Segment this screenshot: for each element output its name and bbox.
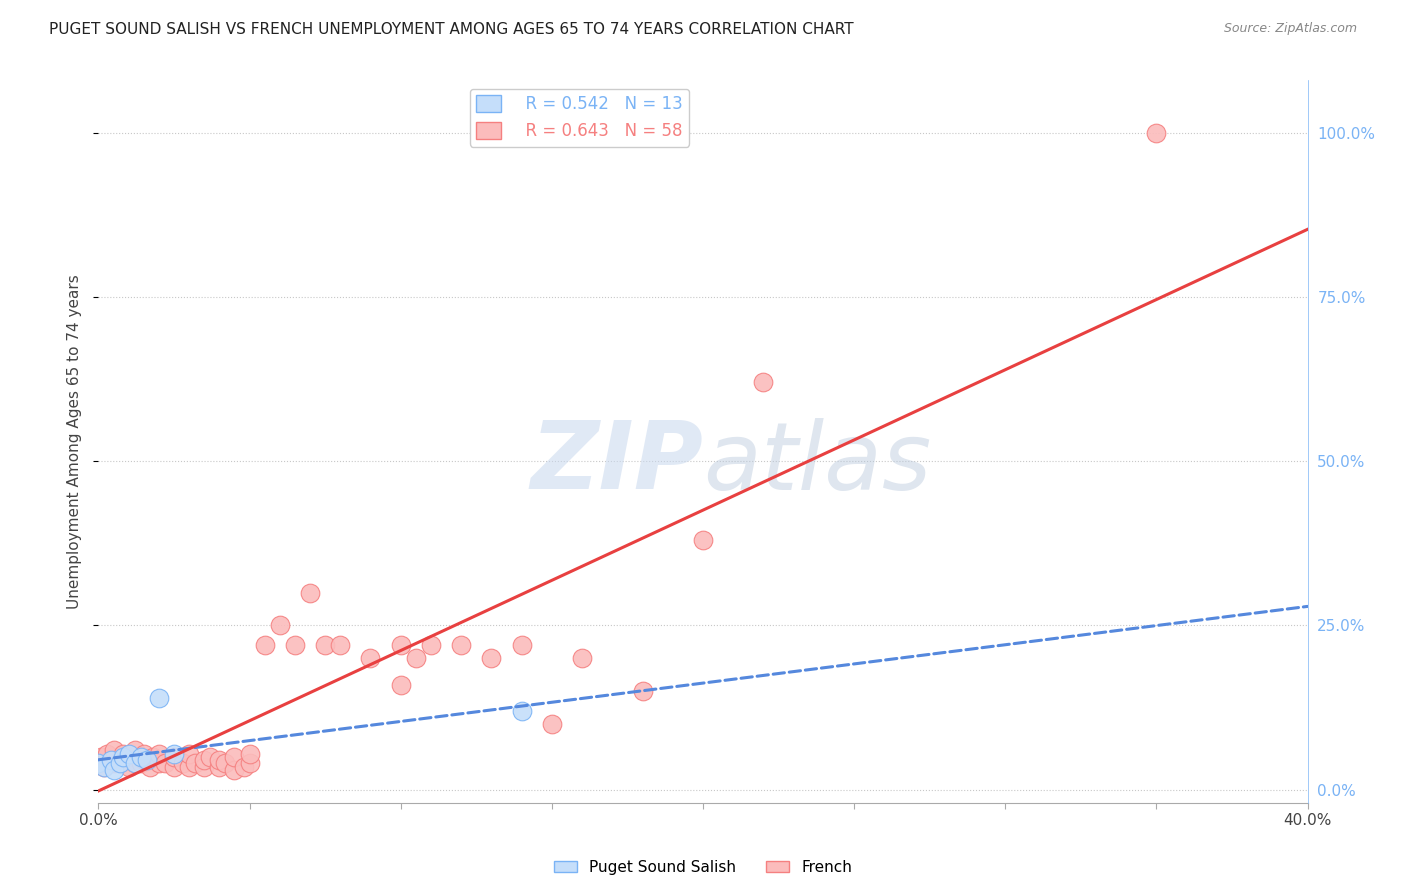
Point [269,618,291,632]
Point [87,756,110,771]
Point [163,749,186,764]
Point [200,749,222,764]
Point [103,763,125,777]
Point [93,760,115,774]
Point [118,760,141,774]
Point [631,684,654,698]
Point [420,638,443,652]
Point [100,753,122,767]
Point [405,651,427,665]
Point [108,756,131,771]
Point [124,743,146,757]
Point [571,651,593,665]
Point [329,638,352,652]
Point [96,747,118,761]
Point [299,585,322,599]
Point [193,753,215,767]
Point [118,749,141,764]
Point [224,763,246,777]
Text: ZIP: ZIP [530,417,703,509]
Point [172,756,194,771]
Point [314,638,336,652]
Point [284,638,307,652]
Point [239,747,262,761]
Point [148,756,170,771]
Point [208,753,231,767]
Point [481,651,503,665]
Point [389,677,412,691]
Point [118,747,141,761]
Point [208,760,231,774]
Point [87,756,110,771]
Point [129,756,152,771]
Point [111,747,134,761]
Point [232,760,254,774]
Point [224,749,246,764]
Legend: Puget Sound Salish, French: Puget Sound Salish, French [547,854,859,881]
Point [510,704,533,718]
Point [108,756,131,771]
Point [132,753,155,767]
Point [1144,126,1167,140]
Point [179,760,201,774]
Point [179,747,201,761]
Point [135,753,157,767]
Point [450,638,472,652]
Point [540,717,562,731]
Point [193,760,215,774]
Point [103,743,125,757]
Point [239,756,262,771]
Point [124,756,146,771]
Text: atlas: atlas [703,417,931,508]
Point [90,749,112,764]
Text: PUGET SOUND SALISH VS FRENCH UNEMPLOYMENT AMONG AGES 65 TO 74 YEARS CORRELATION : PUGET SOUND SALISH VS FRENCH UNEMPLOYMEN… [49,22,853,37]
Text: Source: ZipAtlas.com: Source: ZipAtlas.com [1223,22,1357,36]
Point [132,747,155,761]
Y-axis label: Unemployment Among Ages 65 to 74 years: Unemployment Among Ages 65 to 74 years [67,274,83,609]
Point [752,376,775,390]
Point [163,760,186,774]
Point [389,638,412,652]
Point [148,690,170,705]
Point [139,760,162,774]
Point [184,756,207,771]
Point [510,638,533,652]
Point [142,749,165,764]
Point [111,753,134,767]
Point [214,756,236,771]
Point [153,756,176,771]
Point [93,760,115,774]
Point [163,747,186,761]
Point [148,747,170,761]
Point [124,756,146,771]
Point [111,749,134,764]
Point [253,638,276,652]
Point [103,756,125,771]
Point [129,749,152,764]
Point [692,533,714,547]
Point [360,651,382,665]
